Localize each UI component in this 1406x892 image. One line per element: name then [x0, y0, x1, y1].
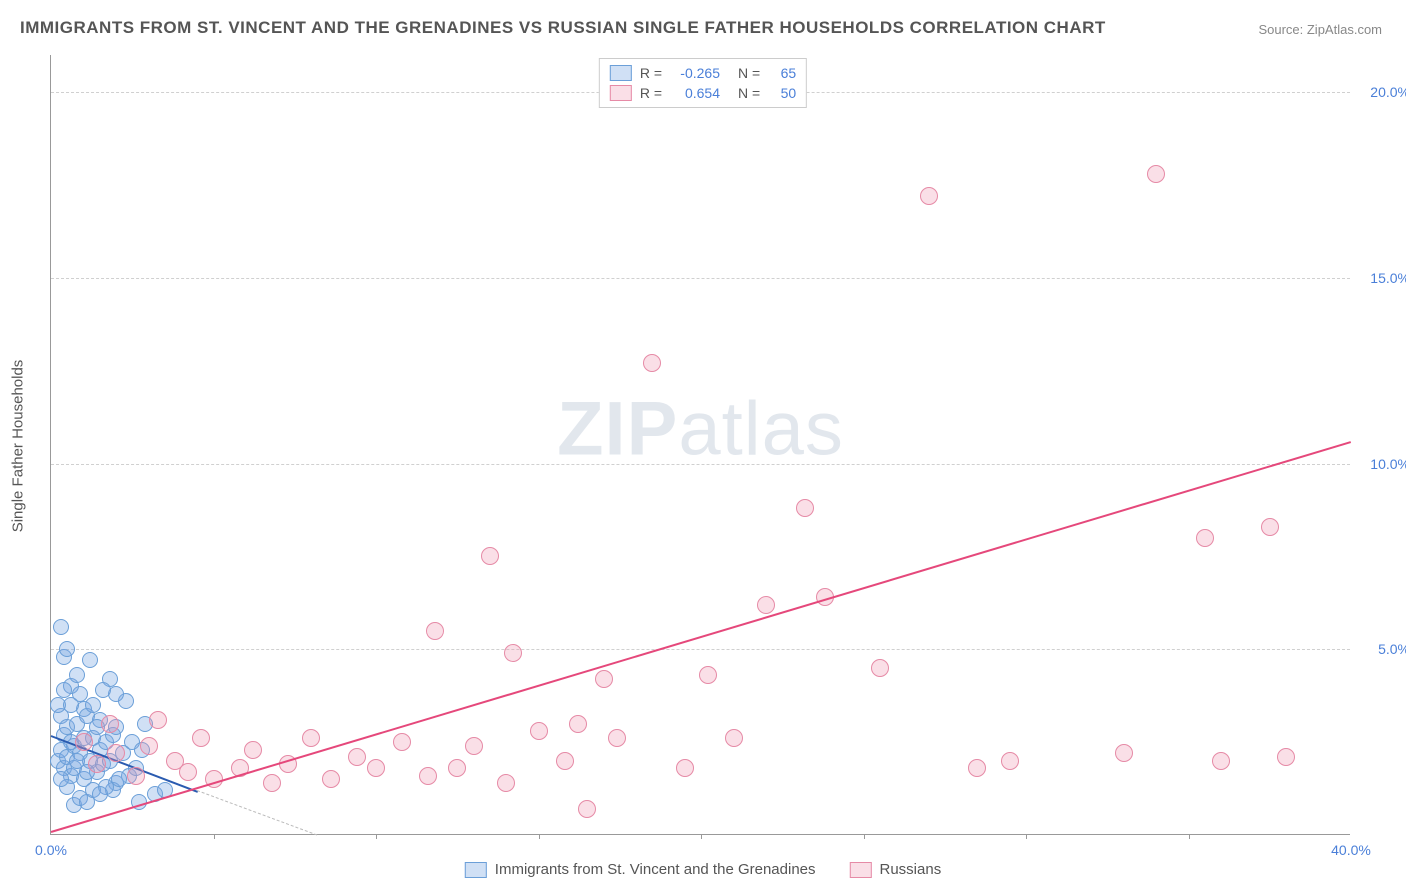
legend-swatch [850, 862, 872, 878]
source-attribution: Source: ZipAtlas.com [1258, 22, 1382, 37]
data-point [179, 763, 197, 781]
data-point [497, 774, 515, 792]
data-point [53, 619, 69, 635]
r-label: R = [640, 85, 662, 101]
data-point [578, 800, 596, 818]
data-point [757, 596, 775, 614]
legend-stat-row: R = 0.654 N = 50 [610, 83, 796, 103]
data-point [322, 770, 340, 788]
data-point [149, 711, 167, 729]
legend-stats: R = -0.265 N = 65 R = 0.654 N = 50 [599, 58, 807, 108]
data-point [56, 682, 72, 698]
data-point [244, 741, 262, 759]
x-tick-mark [1026, 834, 1027, 839]
data-point [1196, 529, 1214, 547]
data-point [88, 755, 106, 773]
data-point [608, 729, 626, 747]
data-point [1261, 518, 1279, 536]
legend-label: Russians [880, 861, 942, 878]
data-point [302, 729, 320, 747]
legend-swatch [610, 85, 632, 101]
data-point [426, 622, 444, 640]
data-point [595, 670, 613, 688]
data-point [796, 499, 814, 517]
x-tick-label: 0.0% [35, 842, 67, 858]
data-point [59, 641, 75, 657]
data-point [871, 659, 889, 677]
data-point [82, 652, 98, 668]
data-point [448, 759, 466, 777]
data-point [968, 759, 986, 777]
data-point [140, 737, 158, 755]
x-tick-mark [864, 834, 865, 839]
y-tick-label: 10.0% [1355, 456, 1406, 472]
r-value: 0.654 [670, 85, 720, 101]
data-point [1115, 744, 1133, 762]
y-tick-label: 20.0% [1355, 84, 1406, 100]
legend-swatch [610, 65, 632, 81]
data-point [1277, 748, 1295, 766]
data-point [53, 771, 69, 787]
legend-stat-row: R = -0.265 N = 65 [610, 63, 796, 83]
data-point [69, 667, 85, 683]
legend-label: Immigrants from St. Vincent and the Gren… [495, 861, 816, 878]
data-point [348, 748, 366, 766]
gridline-h [51, 278, 1350, 279]
x-tick-label: 40.0% [1331, 842, 1371, 858]
data-point [725, 729, 743, 747]
n-value: 50 [768, 85, 796, 101]
y-tick-label: 15.0% [1355, 270, 1406, 286]
trend-line [51, 441, 1352, 833]
data-point [127, 767, 145, 785]
n-label: N = [738, 65, 760, 81]
x-tick-mark [539, 834, 540, 839]
data-point [367, 759, 385, 777]
data-point [92, 786, 108, 802]
legend-item: Immigrants from St. Vincent and the Gren… [465, 861, 816, 878]
data-point [1212, 752, 1230, 770]
x-tick-mark [214, 834, 215, 839]
legend-swatch [465, 862, 487, 878]
data-point [63, 697, 79, 713]
data-point [85, 697, 101, 713]
data-point [465, 737, 483, 755]
data-point [1001, 752, 1019, 770]
data-point [263, 774, 281, 792]
data-point [643, 354, 661, 372]
y-tick-label: 5.0% [1355, 641, 1406, 657]
data-point [481, 547, 499, 565]
data-point [393, 733, 411, 751]
data-point [920, 187, 938, 205]
data-point [504, 644, 522, 662]
n-label: N = [738, 85, 760, 101]
r-label: R = [640, 65, 662, 81]
data-point [192, 729, 210, 747]
n-value: 65 [768, 65, 796, 81]
gridline-h [51, 464, 1350, 465]
plot-area: ZIPatlas 5.0%10.0%15.0%20.0%0.0%40.0% [50, 55, 1350, 835]
x-tick-mark [701, 834, 702, 839]
data-point [699, 666, 717, 684]
y-axis-label: Single Father Households [10, 360, 27, 533]
data-point [101, 715, 119, 733]
r-value: -0.265 [670, 65, 720, 81]
legend-item: Russians [850, 861, 942, 878]
data-point [419, 767, 437, 785]
x-tick-mark [376, 834, 377, 839]
data-point [69, 753, 85, 769]
data-point [107, 744, 125, 762]
data-point [569, 715, 587, 733]
data-point [530, 722, 548, 740]
legend-series: Immigrants from St. Vincent and the Gren… [465, 861, 941, 878]
data-point [75, 733, 93, 751]
gridline-h [51, 649, 1350, 650]
watermark: ZIPatlas [557, 385, 844, 472]
data-point [676, 759, 694, 777]
chart-title: IMMIGRANTS FROM ST. VINCENT AND THE GREN… [20, 18, 1106, 38]
data-point [95, 682, 111, 698]
x-tick-mark [1189, 834, 1190, 839]
trend-line-extrapolation [197, 790, 318, 836]
data-point [556, 752, 574, 770]
data-point [1147, 165, 1165, 183]
